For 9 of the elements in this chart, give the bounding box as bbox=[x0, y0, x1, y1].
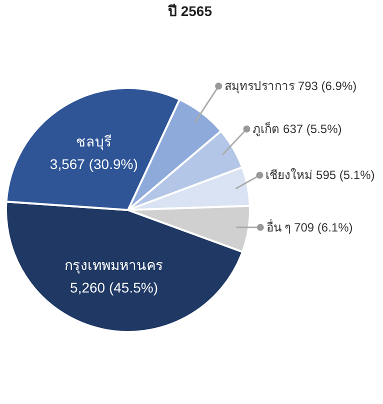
slice-label: ชลบุรี bbox=[76, 134, 112, 151]
slice-label: อื่น ๆ 709 (6.1%) bbox=[266, 218, 353, 234]
data-label: 3,567 (30.9%) bbox=[50, 156, 138, 172]
chart-title: ปี 2565 bbox=[166, 3, 212, 19]
slice-label: สมุทรปราการ 793 (6.9%) bbox=[224, 79, 357, 94]
data-label: 5,260 (45.5%) bbox=[70, 279, 158, 296]
slice-label: ภูเก็ต 637 (5.5%) bbox=[252, 121, 342, 138]
slice-label: กรุงเทพมหานคร bbox=[64, 257, 164, 274]
slice-label: เชียงใหม่ 595 (5.1%) bbox=[266, 168, 375, 182]
